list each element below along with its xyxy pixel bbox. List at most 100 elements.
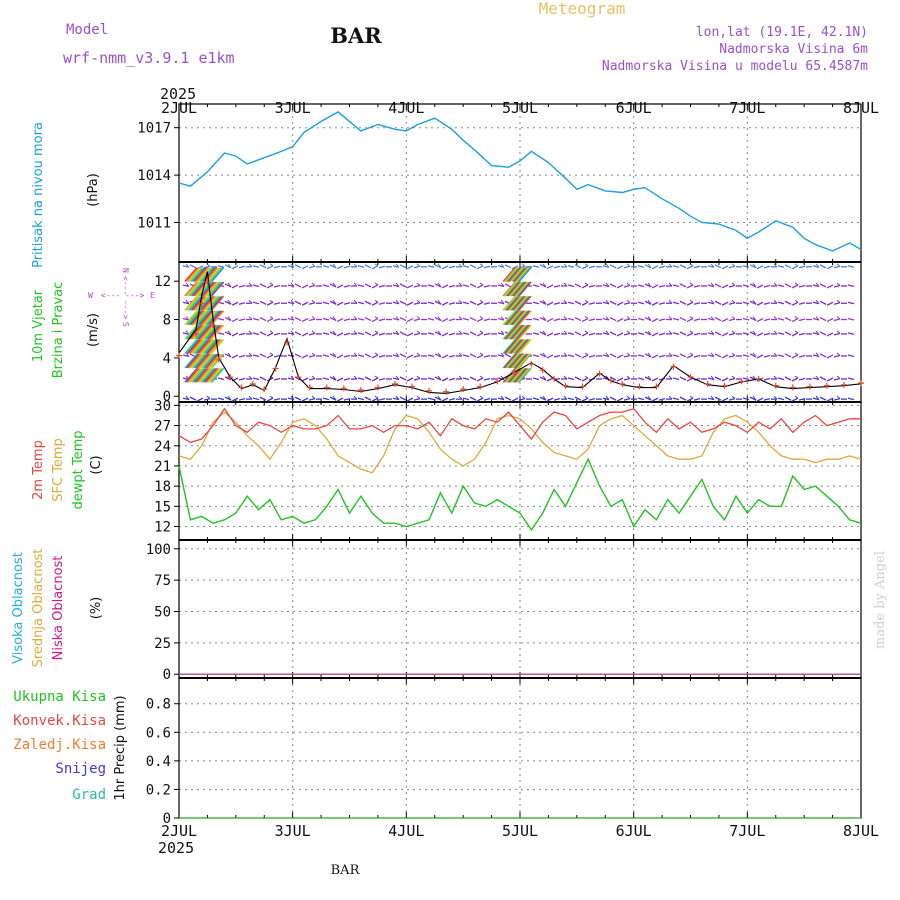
wind-barb-tick	[479, 375, 484, 379]
wind-barb-strong	[190, 281, 203, 297]
wind-barb-tick	[563, 263, 568, 268]
wind-barb-strong	[187, 281, 201, 297]
wind-barb	[567, 377, 575, 381]
wind-gust-marker	[323, 384, 330, 391]
wind-barb-strong	[194, 281, 208, 297]
wind-barb	[392, 265, 400, 268]
wind-gust-marker	[806, 383, 813, 390]
wind-barb	[567, 265, 575, 268]
wind-barb	[616, 317, 624, 323]
wind-barb-tick	[500, 395, 505, 400]
grad-label: Grad	[72, 787, 106, 803]
wind-barb	[609, 396, 617, 401]
wind-barb	[819, 376, 827, 381]
wind-barb	[462, 265, 470, 268]
wind-barb	[448, 302, 456, 305]
wind-barb-strong	[515, 281, 529, 297]
wind-barb	[273, 284, 281, 288]
wind-barb	[686, 301, 694, 306]
wind-barb	[238, 377, 246, 381]
wind-barb-tick	[815, 282, 820, 287]
wind-barb	[658, 332, 666, 336]
wind-barb	[581, 265, 589, 270]
wind-barb	[336, 354, 344, 359]
wind-barb	[266, 301, 274, 306]
wind-gust-marker	[596, 370, 603, 377]
wind-barb	[798, 284, 806, 288]
cloud-unit: (%)	[89, 597, 104, 620]
snow-label: Snijeg	[55, 761, 106, 777]
wind-barb-strong	[209, 324, 222, 340]
wind-barb-strong	[191, 367, 205, 383]
wind-barb-tick	[752, 282, 757, 288]
wind-barb-strong	[506, 281, 519, 297]
wind-barb-strong	[516, 296, 529, 311]
wind-barb-strong	[505, 310, 519, 326]
wind-barb-strong	[508, 267, 522, 282]
wind-barb	[336, 377, 344, 382]
wind-barb-strong	[209, 281, 222, 297]
wind-barb-strong	[206, 281, 220, 297]
wind-barb	[756, 332, 764, 337]
wind-label-line1: 10m Vjetar	[31, 289, 46, 362]
wind-barb-tick	[458, 352, 463, 357]
wind-barb-strong	[513, 296, 526, 311]
wind-barb	[392, 301, 400, 305]
wind-barb	[301, 354, 309, 359]
wind-barb-strong	[191, 296, 205, 311]
wind-barb	[609, 331, 617, 336]
wind-barb	[266, 265, 274, 270]
wind-barb-tick	[311, 282, 316, 286]
wind-barb	[406, 317, 414, 323]
wind-barb	[728, 302, 736, 305]
wind-barb	[707, 332, 715, 336]
wind-barb	[371, 397, 379, 402]
wind-barb-strong	[518, 296, 531, 311]
wind-barb-strong	[206, 324, 220, 340]
wind-barb	[609, 283, 617, 288]
wind-barb	[294, 353, 302, 358]
wind-barb-strong	[187, 367, 201, 383]
wind-barb-strong	[511, 324, 525, 340]
wind-barb-strong	[516, 353, 530, 369]
wind-barb-strong	[206, 339, 220, 354]
wind-barb-strong	[513, 310, 526, 326]
wind-barb	[469, 331, 477, 336]
wind-barb	[231, 265, 239, 270]
wind-barb-strong	[517, 367, 531, 383]
wind-barb	[476, 265, 484, 270]
wind-barb-tick	[584, 330, 589, 334]
wind-barb-strong	[506, 339, 520, 354]
wind-barb-strong	[503, 281, 517, 297]
wind-barb-tick	[185, 282, 190, 287]
wind-barb	[378, 354, 386, 358]
wind-barb-tick	[605, 352, 610, 357]
wind-barb-strong	[184, 367, 198, 383]
wind-barb-strong	[518, 324, 532, 340]
wind-barb-strong	[509, 367, 523, 383]
wind-barb	[182, 284, 190, 288]
wind-gust-marker	[261, 386, 268, 393]
wind-barb-tick	[542, 352, 547, 358]
wind-barb	[413, 284, 421, 288]
wind-barb	[581, 377, 589, 382]
wind-barb	[238, 397, 246, 401]
wind-barb	[637, 332, 645, 336]
wind-barb-tick	[668, 282, 673, 287]
wind-barb-strong	[192, 339, 206, 354]
wind-barb-strong	[516, 281, 530, 297]
wind-barb-tick	[584, 316, 589, 319]
wind-barb-strong	[185, 281, 199, 297]
dewpt-line	[178, 457, 862, 532]
wind-barb-tick	[626, 395, 631, 400]
wind-barb	[378, 377, 386, 381]
wind-barb	[819, 396, 827, 401]
wind-barb-tick	[311, 330, 316, 334]
wind-barb	[469, 376, 477, 381]
wind-barb	[329, 331, 337, 336]
wind-barb-strong	[504, 267, 518, 282]
wind-barb	[546, 354, 554, 359]
wind-barb-strong	[187, 267, 201, 282]
wind-barb	[602, 397, 610, 401]
wind-barb	[238, 354, 246, 358]
